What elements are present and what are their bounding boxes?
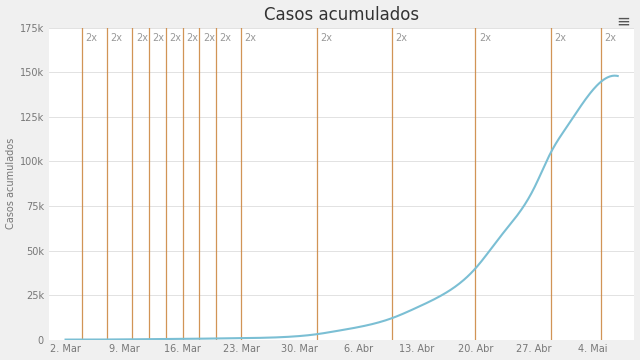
Text: 2x: 2x — [479, 32, 491, 42]
Text: 2x: 2x — [203, 32, 215, 42]
Text: 2x: 2x — [604, 32, 616, 42]
Text: 2x: 2x — [152, 32, 164, 42]
Text: ≡: ≡ — [616, 13, 630, 31]
Text: 2x: 2x — [186, 32, 198, 42]
Text: 2x: 2x — [554, 32, 566, 42]
Text: 2x: 2x — [395, 32, 407, 42]
Text: 2x: 2x — [86, 32, 98, 42]
Text: 2x: 2x — [111, 32, 123, 42]
Y-axis label: Casos acumulados: Casos acumulados — [6, 138, 15, 229]
Text: 2x: 2x — [170, 32, 181, 42]
Text: 2x: 2x — [320, 32, 332, 42]
Text: 2x: 2x — [244, 32, 257, 42]
Title: Casos acumulados: Casos acumulados — [264, 5, 419, 23]
Text: 2x: 2x — [136, 32, 148, 42]
Text: 2x: 2x — [220, 32, 232, 42]
